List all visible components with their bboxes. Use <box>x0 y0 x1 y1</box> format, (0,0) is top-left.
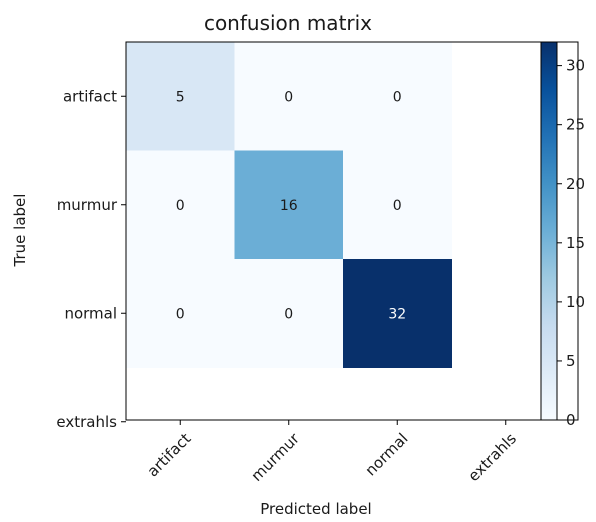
cell-value-label: 0 <box>393 198 402 214</box>
x-tick-label: normal <box>362 430 412 480</box>
x-tick-label: murmur <box>248 429 304 485</box>
colorbar-tick-label: 15 <box>566 234 585 252</box>
y-tick-label: artifact <box>63 87 117 105</box>
cell-value-label: 16 <box>280 198 298 214</box>
heatmap-cell <box>126 259 235 368</box>
heatmap-cell <box>126 150 235 260</box>
y-tick-label: extrahls <box>56 413 117 431</box>
heatmap-cell <box>343 42 452 151</box>
heatmap-cell <box>234 150 344 260</box>
colorbar-tick-label: 0 <box>566 411 576 429</box>
heatmap-cell-labels: 5 0 0 0 16 0 0 0 32 <box>176 89 406 322</box>
heatmap-cell <box>234 42 344 151</box>
colorbar-tick-label: 30 <box>566 57 585 75</box>
cell-value-label: 0 <box>176 306 185 322</box>
colorbar-tick-label: 10 <box>566 293 585 311</box>
cell-value-label: 0 <box>393 89 402 105</box>
heatmap-cell <box>343 150 452 260</box>
chart-title: confusion matrix <box>204 11 372 35</box>
heatmap-cell <box>343 259 452 368</box>
colorbar-tick-label: 25 <box>566 116 585 134</box>
x-axis-ticks: artifact murmur normal extrahls <box>144 420 520 485</box>
cell-value-label: 0 <box>284 306 293 322</box>
cell-value-label: 32 <box>388 306 406 322</box>
cell-value-label: 5 <box>176 89 185 105</box>
heatmap-cell <box>234 259 344 368</box>
y-axis-ticks: artifact murmur normal extrahls <box>56 87 126 431</box>
colorbar-ticks: 0 5 10 15 20 25 30 <box>557 57 585 429</box>
y-axis-label: True label <box>11 194 29 268</box>
x-tick-label: artifact <box>144 429 195 480</box>
plot-frame <box>125 41 579 421</box>
heatmap-cell <box>126 42 235 151</box>
x-axis-label: Predicted label <box>260 500 371 518</box>
cell-value-label: 0 <box>284 89 293 105</box>
heatmap-cells <box>126 42 452 368</box>
y-tick-label: normal <box>64 304 117 322</box>
colorbar-tick-label: 5 <box>566 352 576 370</box>
colorbar <box>540 41 558 421</box>
colorbar-tick-label: 20 <box>566 175 585 193</box>
cell-value-label: 0 <box>176 198 185 214</box>
x-tick-label: extrahls <box>464 429 520 485</box>
y-tick-label: murmur <box>57 196 118 214</box>
